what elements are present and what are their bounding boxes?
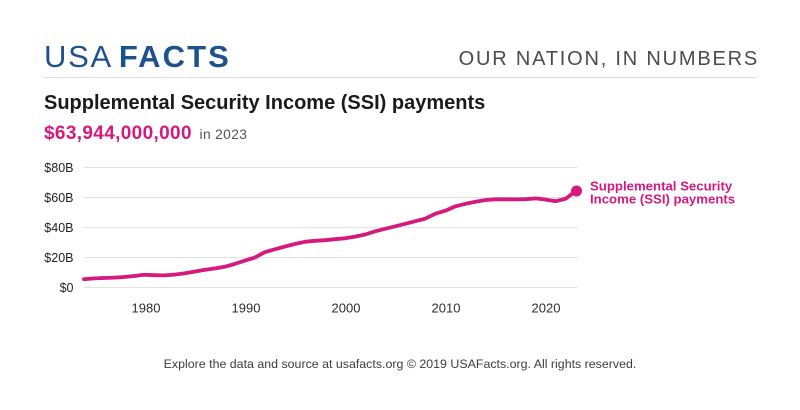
svg-text:1990: 1990 (232, 301, 261, 316)
svg-text:Supplemental Security: Supplemental Security (590, 179, 733, 194)
svg-text:$20B: $20B (44, 251, 73, 265)
svg-text:1980: 1980 (132, 301, 161, 316)
svg-text:2000: 2000 (332, 301, 361, 316)
svg-text:2020: 2020 (532, 301, 561, 316)
svg-text:$80B: $80B (44, 161, 73, 175)
svg-text:Income (SSI) payments: Income (SSI) payments (590, 192, 735, 207)
svg-text:2010: 2010 (432, 301, 461, 316)
svg-text:$60B: $60B (44, 191, 73, 205)
svg-text:$40B: $40B (44, 221, 73, 235)
svg-text:$0: $0 (60, 281, 74, 295)
